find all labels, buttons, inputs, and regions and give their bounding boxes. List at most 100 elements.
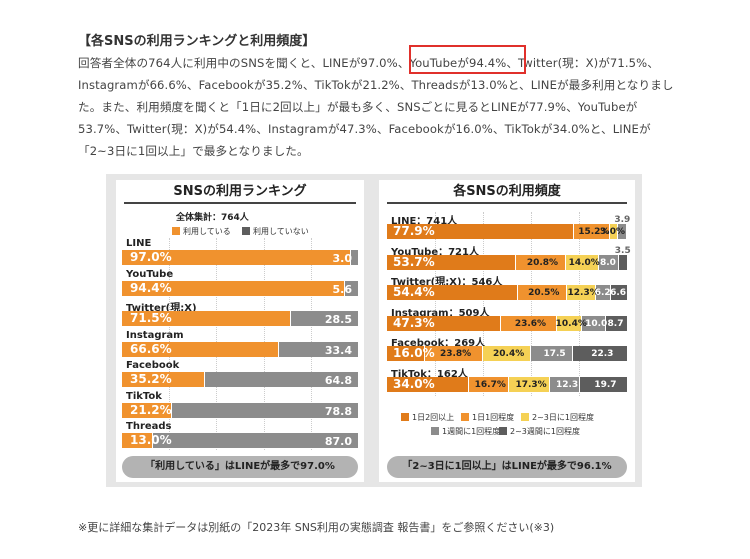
- frequency-category-label: LINE：741人: [391, 216, 458, 227]
- frequency-bar-segment: [387, 254, 516, 270]
- frequency-value-label: 3.0%: [600, 227, 625, 237]
- ranking-used-value: 97.0%: [130, 250, 172, 264]
- ranking-category-label: Twitter(現:X): [126, 303, 197, 314]
- summary-paragraph: 回答者全体の764人に利用中のSNSを聞くと、LINEが97.0%、YouTub…: [78, 56, 674, 158]
- frequency-value-label: 8.7: [607, 318, 624, 329]
- frequency-legend-item: 1日2回以上: [401, 412, 454, 423]
- ranking-bar-used: [122, 402, 173, 418]
- ranking-category-label: Facebook: [126, 360, 180, 371]
- frequency-bar-segment: [387, 315, 501, 331]
- frequency-bar-segment: [566, 285, 597, 300]
- ranking-subtitle: 全体集計：764人: [176, 213, 249, 223]
- frequency-bar-segment: [565, 254, 600, 270]
- ranking-bar-not-used: [279, 341, 358, 357]
- ranking-used-value: 71.5%: [130, 311, 172, 325]
- ranking-category-label: YouTube: [126, 268, 174, 280]
- frequency-bar-segment: [573, 224, 611, 239]
- frequency-value-label: 12.3: [555, 379, 579, 390]
- frequency-bar-segment: [531, 346, 574, 361]
- frequency-bar-segment: [387, 285, 518, 300]
- frequency-value-label: 22.3: [591, 349, 614, 359]
- frequency-gridline: [435, 212, 436, 396]
- frequency-bar-segment: [573, 346, 627, 361]
- ranking-not-used-value: 78.8: [324, 404, 352, 418]
- frequency-legend-item: 2~3週間に1回程度: [499, 426, 580, 437]
- frequency-bar-segment: [387, 346, 426, 361]
- legend-item-not-used: 利用していない: [242, 226, 309, 237]
- ranking-not-used-value: 33.4: [324, 343, 352, 357]
- frequency-bar-segment: [617, 224, 627, 239]
- frequency-panel: 各SNSの利用頻度 LINE：741人 77.9% 15.2% 3.0% 3.9 YouT…: [379, 180, 635, 482]
- frequency-bar-segment: [468, 376, 509, 392]
- frequency-title: 各SNSの利用頻度: [453, 184, 561, 199]
- frequency-value-label: 47.3%: [393, 315, 435, 330]
- frequency-value-label: 17.3%: [515, 379, 547, 390]
- ranking-title: SNSの利用ランキング: [173, 184, 307, 199]
- ranking-bar-not-used: [344, 280, 358, 296]
- frequency-bar-segment: [482, 346, 532, 361]
- frequency-value-label: 8.0: [600, 257, 616, 268]
- frequency-gridline: [483, 212, 484, 396]
- frequency-value-label: 19.7: [594, 379, 617, 390]
- frequency-value-label: 10.4%: [555, 318, 587, 329]
- ranking-not-used-value: 64.8: [324, 374, 352, 387]
- frequency-value-label: 10.0: [585, 318, 608, 329]
- ranking-bar-not-used: [350, 250, 358, 265]
- frequency-value-label: 3.9: [614, 215, 631, 225]
- frequency-value-label: 14.0%: [568, 257, 600, 268]
- ranking-category-label: Instagram: [126, 329, 184, 341]
- frequency-gridline: [579, 212, 580, 396]
- frequency-value-label: 53.7%: [393, 254, 435, 269]
- frequency-bar-segment: [596, 285, 612, 300]
- ranking-not-used-value: 28.5: [324, 313, 352, 326]
- ranking-used-value: 21.2%: [130, 402, 172, 417]
- ranking-used-value: 66.6%: [130, 341, 172, 356]
- frequency-value-label: 20.5%: [528, 288, 560, 298]
- frequency-bar-segment: [517, 285, 567, 300]
- frequency-value-label: 23.6%: [514, 318, 547, 329]
- legend-item-used: 利用している: [172, 226, 231, 237]
- frequency-legend-item: 2~3日に1回程度: [521, 412, 594, 423]
- frequency-bar-segment: [610, 224, 618, 239]
- ranking-category-label: TikTok: [126, 390, 162, 402]
- frequency-bar-segment: [611, 285, 627, 300]
- frequency-value-label: 3.5: [614, 245, 631, 256]
- highlight-box: [409, 45, 526, 74]
- footnote: ※更に詳細な集計データは別紙の「2023年 SNS利用の実態調査 報告書」をご参…: [78, 521, 555, 534]
- ranking-bar-not-used: [172, 402, 358, 418]
- ranking-not-used-value: 5.6: [332, 282, 353, 296]
- frequency-category-label: TikTok：162人: [391, 368, 468, 380]
- frequency-bar-segment: [425, 346, 483, 361]
- frequency-title-underline: [387, 202, 627, 204]
- ranking-panel: SNSの利用ランキング 全体集計：764人 利用している 利用していない LINE 97…: [116, 180, 364, 482]
- ranking-bar-used: [122, 311, 291, 326]
- ranking-bar-not-used: [205, 372, 358, 387]
- frequency-value-label: 6.2: [594, 288, 611, 298]
- ranking-bar-not-used: [152, 433, 358, 448]
- frequency-bar-segment: [582, 315, 607, 331]
- ranking-not-used-value: 3.0: [332, 252, 353, 265]
- frequency-value-label: 16.7%: [474, 379, 506, 390]
- ranking-bar-used: [122, 341, 280, 357]
- frequency-bar-segment: [515, 254, 566, 270]
- frequency-value-label: 6.6: [610, 288, 627, 298]
- frequency-value-label: 12.3%: [567, 288, 599, 298]
- frequency-bar-segment: [500, 315, 558, 331]
- frequency-value-label: 23.8%: [439, 349, 472, 359]
- frequency-footer: 「2~3日に1回以上」はLINEが最多で96.1%: [387, 456, 627, 478]
- ranking-bar-used: [122, 250, 351, 265]
- frequency-value-label: 20.8%: [526, 257, 559, 268]
- frequency-bar-segment: [579, 376, 627, 392]
- frequency-category-label: Instagram：509人: [391, 307, 490, 319]
- frequency-gridline: [531, 212, 532, 396]
- frequency-bar-segment: [508, 376, 551, 392]
- frequency-value-label: 17.5: [543, 349, 566, 359]
- ranking-bar-used: [122, 372, 206, 387]
- frequency-bar-segment: [550, 376, 580, 392]
- frequency-value-label: 15.2%: [578, 227, 610, 237]
- frequency-legend-item: 1日1回程度: [461, 412, 514, 423]
- ranking-bar-not-used: [290, 311, 358, 326]
- frequency-value-label: 20.4%: [493, 349, 525, 359]
- ranking-bar-used: [122, 433, 153, 448]
- ranking-used-value: 35.2%: [130, 372, 172, 386]
